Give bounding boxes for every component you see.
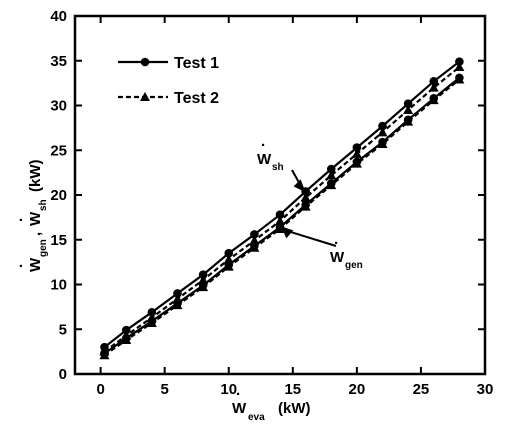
data-point: [326, 170, 337, 180]
series-4: [99, 74, 465, 360]
x-axis-label: W· eva (kW): [232, 386, 311, 423]
data-point: [454, 62, 465, 72]
data-point: [351, 158, 362, 168]
x-label-unit: (kW): [278, 400, 311, 417]
label-sub: sh: [272, 162, 284, 173]
data-point: [147, 307, 157, 317]
x-tick-label: 5: [161, 381, 169, 398]
x-tick-label: 30: [477, 381, 494, 398]
y-label-dot1: ·: [13, 263, 30, 268]
legend: Test 1 Test 2: [118, 55, 219, 107]
y-tick-label: 20: [50, 187, 67, 204]
y-label-sub2: sh: [38, 199, 49, 211]
data-point: [454, 74, 465, 84]
data-point: [403, 99, 413, 109]
legend-marker: [140, 57, 150, 67]
data-point: [223, 254, 234, 264]
plot-frame: [73, 14, 487, 376]
axes: [73, 14, 487, 376]
annotation-arrow: [284, 229, 337, 247]
y-label-sep: ,: [27, 232, 44, 236]
data-point: [198, 282, 209, 292]
data-point: [224, 248, 234, 258]
y-tick-label: 35: [50, 53, 67, 70]
legend-label: Test 2: [174, 90, 219, 107]
ticks: 0 5 10 15 20 25 30 0 5 10 15 20 25 30 35 40: [50, 8, 493, 398]
y-label-unit: (kW): [27, 160, 44, 193]
label-base: W: [330, 249, 345, 266]
label-sub: gen: [345, 260, 363, 271]
y-label-base1: W: [27, 257, 44, 272]
data-point: [249, 235, 260, 245]
x-tick-label: 25: [413, 381, 430, 398]
y-tick-label: 5: [59, 321, 67, 338]
x-label-sub: eva: [248, 412, 265, 423]
data-point: [121, 325, 131, 335]
y-axis-label: W·gen,W·sh(kW): [13, 160, 49, 273]
axis-labels: W·eva(kW)W·gen,W·sh(kW): [13, 160, 311, 424]
x-tick-label: 20: [349, 381, 366, 398]
data-point: [378, 121, 387, 131]
series-1: [100, 57, 464, 352]
data-point: [275, 215, 285, 225]
data-point: [326, 180, 337, 190]
legend-label: Test 1: [174, 55, 219, 72]
data-point: [146, 317, 157, 327]
data-point: [172, 300, 183, 310]
x-label-base: W: [232, 400, 247, 417]
data-point: [223, 261, 234, 271]
x-tick-label: 10: [220, 381, 237, 398]
data-point: [455, 57, 464, 66]
data-point: [326, 164, 336, 174]
label-dot: ·: [334, 235, 339, 252]
x-tick-label: 0: [96, 381, 104, 398]
label-dot: ·: [261, 137, 266, 154]
y-label-base2: W: [27, 211, 44, 226]
data-point: [403, 104, 414, 114]
data-point: [428, 82, 439, 92]
y-tick-label: 40: [50, 8, 67, 25]
y-tick-label: 30: [50, 98, 67, 115]
data-point: [352, 143, 362, 152]
series-layer: [99, 57, 465, 360]
data-point: [249, 242, 260, 252]
x-label-dot: ·: [236, 386, 241, 403]
legend-marker: [140, 92, 150, 101]
y-label-sub1: gen: [38, 239, 49, 257]
y-tick-label: 25: [50, 142, 67, 159]
data-point: [121, 334, 132, 344]
data-point: [99, 350, 110, 360]
data-point: [198, 275, 209, 285]
data-point: [428, 95, 439, 105]
annotations: W·shW·gen: [257, 137, 363, 271]
data-point: [300, 192, 311, 202]
data-point: [429, 77, 439, 86]
y-label-dot2: ·: [13, 217, 30, 222]
data-point: [377, 127, 388, 137]
annotation-wgen: W· gen: [330, 235, 363, 271]
data-point: [351, 148, 362, 158]
data-point: [377, 138, 388, 148]
annotation-arrowhead: [281, 226, 294, 239]
data-point: [198, 270, 208, 279]
label-base: W: [257, 151, 272, 168]
y-tick-label: 10: [50, 277, 67, 294]
y-tick-label: 0: [59, 366, 67, 383]
data-point: [300, 201, 311, 211]
x-tick-label: 15: [284, 381, 301, 398]
annotation-wsh: W· sh: [257, 137, 284, 173]
annotation-arrowhead: [293, 179, 306, 193]
data-point: [275, 224, 285, 234]
data-point: [403, 116, 414, 126]
data-point: [173, 289, 182, 298]
data-point: [275, 210, 285, 219]
data-point: [250, 230, 259, 239]
y-tick-label: 15: [50, 232, 67, 249]
